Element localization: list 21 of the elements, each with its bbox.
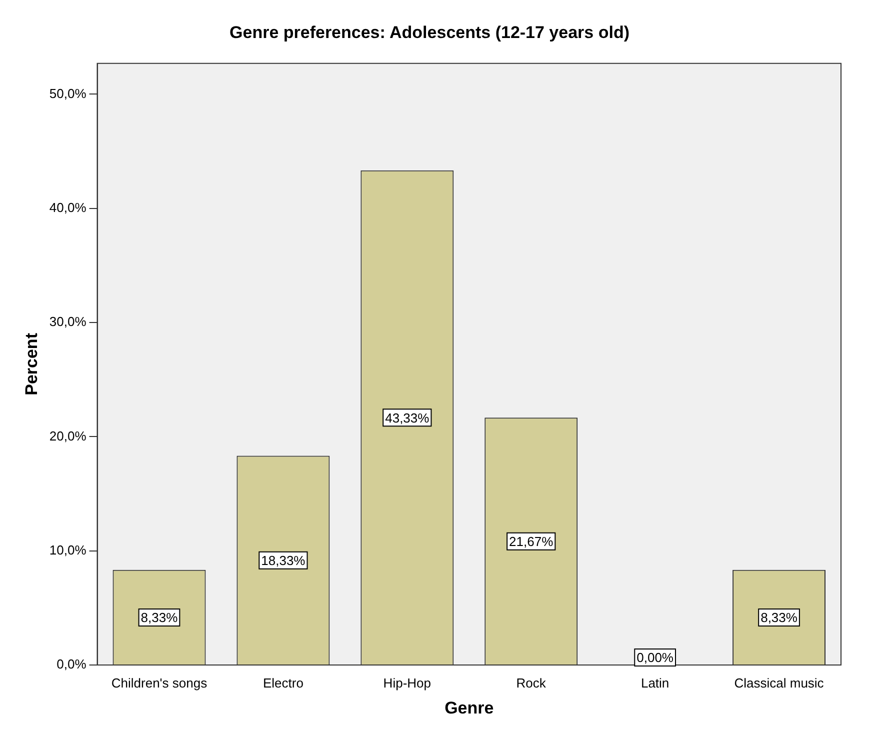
data-label: 8,33% <box>760 610 798 626</box>
y-tick-label: 20,0% <box>49 428 87 444</box>
y-tick-label: 0,0% <box>56 656 87 672</box>
data-label: 21,67% <box>509 534 554 549</box>
y-axis-title: Percent <box>22 332 41 396</box>
y-tick-label: 40,0% <box>49 200 87 215</box>
x-tick-label: Electro <box>262 675 304 690</box>
x-axis-title: Genre <box>444 698 494 718</box>
x-tick-label: Children's songs <box>111 675 208 690</box>
x-tick-label: Classical music <box>734 675 824 690</box>
y-tick-label: 50,0% <box>49 86 87 101</box>
chart-title: Genre preferences: Adolescents (12-17 years old) <box>230 22 630 42</box>
y-tick-label: 10,0% <box>49 542 87 558</box>
data-label: 8,33% <box>140 610 178 626</box>
data-label: 43,33% <box>385 410 430 426</box>
y-tick-label: 30,0% <box>49 314 87 330</box>
data-label: 0,00% <box>636 650 674 666</box>
data-label: 18,33% <box>261 552 306 568</box>
x-tick-label: Latin <box>640 675 670 690</box>
x-tick-label: Rock <box>516 675 546 690</box>
x-tick-label: Hip-Hop <box>383 675 431 690</box>
